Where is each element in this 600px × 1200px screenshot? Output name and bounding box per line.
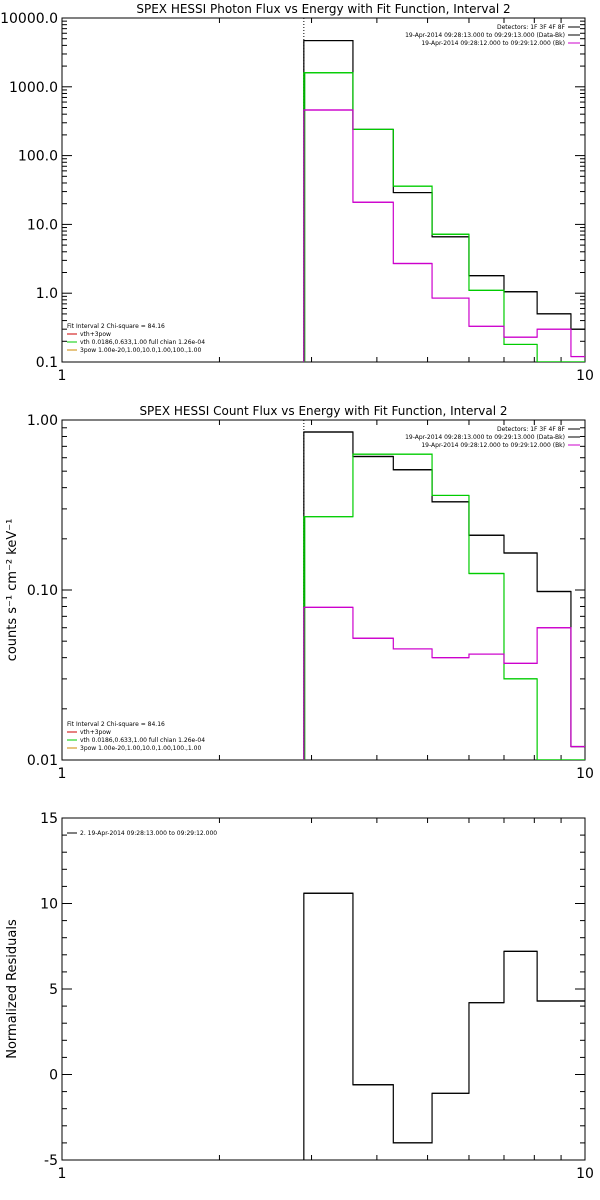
y-tick-label: 1.00 [27,413,58,429]
chart-title: SPEX HESSI Photon Flux vs Energy with Fi… [136,2,510,16]
y-axis-label: Normalized Residuals [5,919,20,1059]
legend-header: Fit Interval 2 Chi-square = 84.16 [67,721,165,728]
legend-entry: vth 0.0186,0.633,1.00 full chian 1.26e-0… [80,737,205,744]
plot-frame [61,817,586,1161]
x-tick-label: 10 [576,1166,594,1182]
chart-title: SPEX HESSI Count Flux vs Energy with Fit… [139,404,507,418]
header-line: 19-Apr-2014 09:28:12.000 to 09:29:12.000… [421,442,565,449]
y-axis-label: counts s⁻¹ cm⁻² keV⁻¹ [5,519,20,662]
legend-entry: 3pow 1.00e-20,1.00,10.0,1.00,100.,1.00 [80,745,201,752]
header-line: 19-Apr-2014 09:28:12.000 to 09:29:12.000… [421,40,565,47]
y-tick-label: 0 [49,1068,58,1084]
y-tick-label: -5 [44,1153,58,1169]
header-line: Detectors: 1F 3F 4F 8F [497,426,566,433]
series-step-line-1 [303,72,585,362]
y-tick-label: 5 [49,982,58,998]
plot-frame [61,419,586,761]
header-line: Detectors: 1F 3F 4F 8F [497,24,566,31]
y-tick-label: 0.01 [27,753,58,769]
x-tick-label: 10 [576,368,594,384]
x-tick-label: 10 [576,766,594,782]
y-tick-label: 1000.0 [9,80,58,96]
legend-entry: 2. 19-Apr-2014 09:28:13.000 to 09:29:12.… [80,830,217,837]
series-step-line-0 [303,431,585,760]
y-tick-label: 10 [40,897,58,913]
y-tick-label: 100.0 [18,149,58,165]
y-tick-label: 0.1 [36,355,58,371]
y-tick-label: 1.0 [36,286,58,302]
legend-entry: 3pow 1.00e-20,1.00,10.0,1.00,100.,1.00 [80,347,201,354]
legend-entry: vth+3pow [80,331,111,338]
y-tick-label: 15 [40,811,58,827]
y-tick-label: 0.10 [27,583,58,599]
header-line: 19-Apr-2014 09:28:13.000 to 09:29:13.000… [405,32,565,39]
y-tick-label: 10.0 [27,217,58,233]
plot-frame [61,17,586,363]
x-tick-label: 1 [58,766,67,782]
series-step-line-2 [303,109,585,362]
legend-header: Fit Interval 2 Chi-square = 84.16 [67,323,165,330]
series-step-line-2 [303,606,585,760]
x-tick-label: 1 [58,368,67,384]
legend-entry: vth+3pow [80,729,111,736]
series-step-line-0 [303,892,585,1160]
legend-entry: vth 0.0186,0.633,1.00 full chian 1.26e-0… [80,339,205,346]
header-line: 19-Apr-2014 09:28:13.000 to 09:29:13.000… [405,434,565,441]
x-tick-label: 1 [58,1166,67,1182]
y-tick-label: 10000.0 [0,11,58,27]
